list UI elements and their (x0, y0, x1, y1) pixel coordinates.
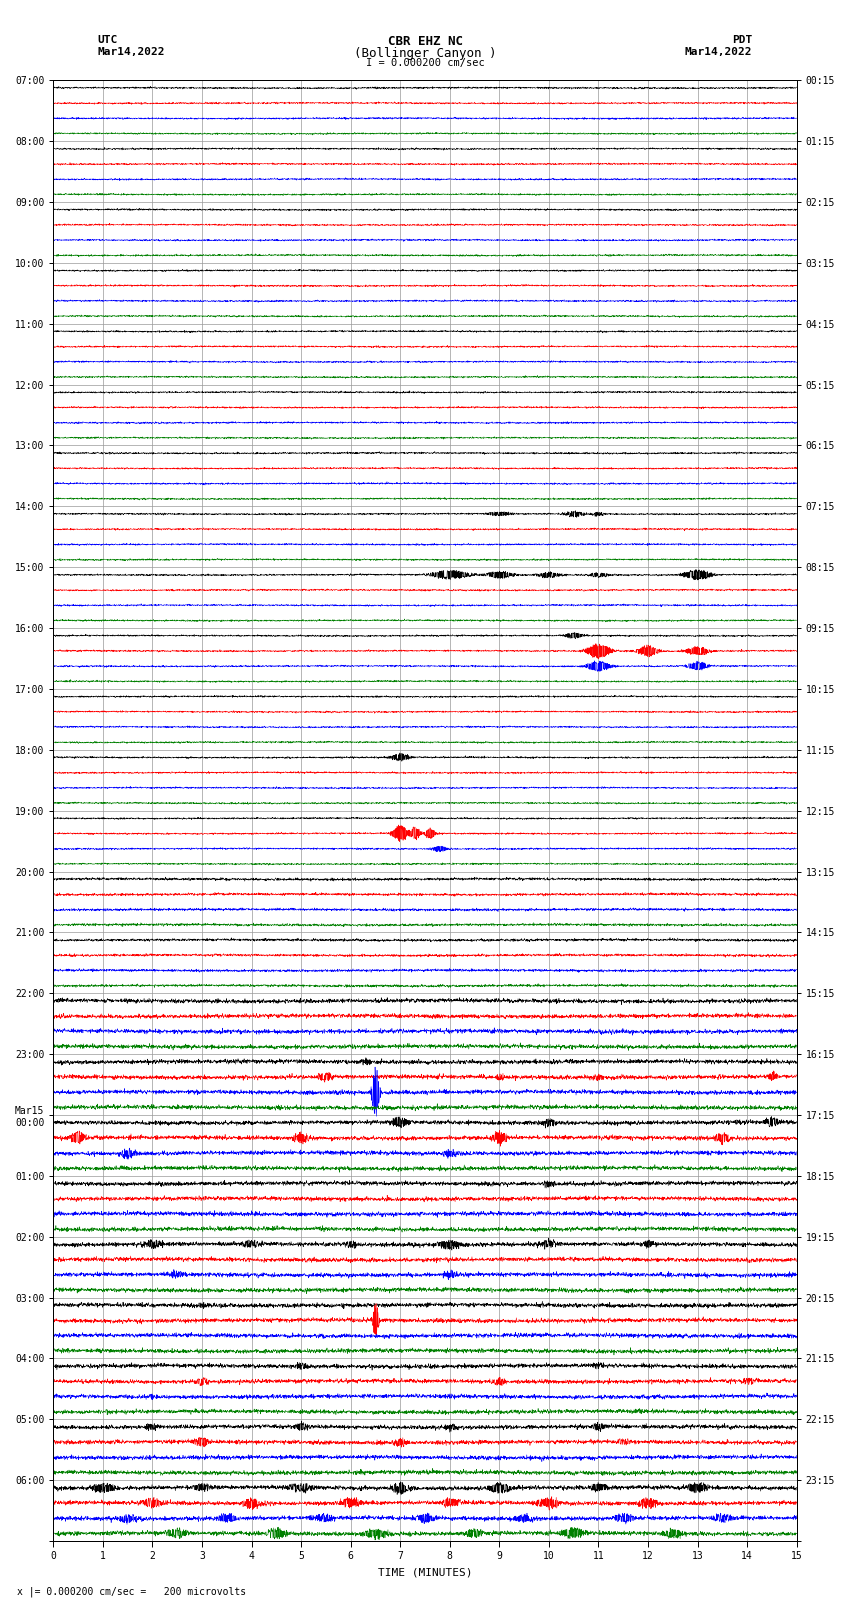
Text: Mar14,2022: Mar14,2022 (98, 47, 165, 56)
Text: Mar14,2022: Mar14,2022 (685, 47, 752, 56)
Text: UTC: UTC (98, 35, 118, 45)
Text: (Bollinger Canyon ): (Bollinger Canyon ) (354, 47, 496, 60)
X-axis label: TIME (MINUTES): TIME (MINUTES) (377, 1568, 473, 1578)
Text: I = 0.000200 cm/sec: I = 0.000200 cm/sec (366, 58, 484, 68)
Text: CBR EHZ NC: CBR EHZ NC (388, 35, 462, 48)
Text: PDT: PDT (732, 35, 752, 45)
Text: x |= 0.000200 cm/sec =   200 microvolts: x |= 0.000200 cm/sec = 200 microvolts (17, 1586, 246, 1597)
